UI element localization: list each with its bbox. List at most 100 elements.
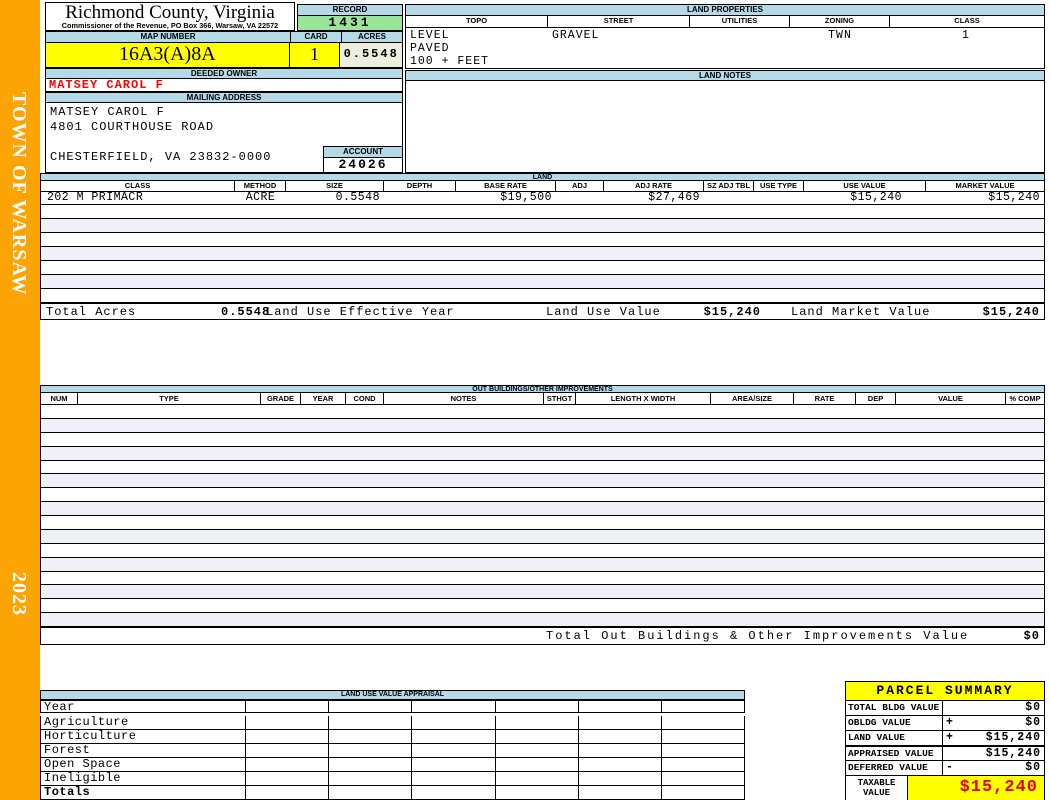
appraisal-empty-cell	[329, 730, 413, 743]
parcel-summary-title: PARCEL SUMMARY	[846, 682, 1044, 701]
appraisal-empty-cell	[496, 786, 579, 799]
empty-row	[41, 613, 1044, 627]
land-use-value: $15,240	[703, 305, 761, 319]
sidebar: TOWN OF WARSAW 2023	[0, 0, 40, 800]
empty-row	[41, 460, 1044, 475]
appraisal-empty-cell	[329, 758, 413, 771]
appraisal-empty-cell	[412, 716, 496, 729]
ob-col-dep: DEP	[856, 393, 896, 404]
appraisal-empty-cell	[412, 730, 496, 743]
map-number-header: MAP NUMBER	[46, 32, 291, 42]
ob-col-type: TYPE	[78, 393, 261, 404]
appraisal-empty-cell	[412, 744, 496, 757]
appraisal-empty-cell	[496, 701, 579, 712]
land-col-use-type: USE TYPE	[754, 181, 804, 191]
land-col-depth: DEPTH	[384, 181, 456, 191]
county-title: Richmond County, Virginia	[65, 2, 275, 23]
appraisal-empty-cell	[329, 744, 413, 757]
appraisal-empty-cell	[412, 758, 496, 771]
empty-row	[41, 529, 1044, 544]
land-cell-use-type	[754, 192, 804, 204]
topo-value-3: 100 + FEET	[410, 55, 490, 68]
land-column-headers: CLASS METHOD SIZE DEPTH BASE RATE ADJ ADJ RATE…	[40, 181, 1045, 192]
parcel-summary-row-appraised-value: APPRAISED VALUE $15,240	[846, 746, 1044, 761]
appraisal-empty-cell	[496, 772, 579, 785]
parcel-summary-row-total-bldg-value: TOTAL BLDG VALUE $0	[846, 701, 1044, 716]
ob-col-num: NUM	[41, 393, 78, 404]
empty-row	[41, 418, 1044, 433]
parcel-summary-value-cell: + $15,240	[943, 731, 1044, 745]
land-cell-market-value: $15,240	[988, 192, 1040, 204]
parcel-summary-row-obldg-value: OBLDG VALUE + $0	[846, 716, 1044, 731]
appraisal-empty-cell	[662, 744, 744, 757]
appraisal-row-open-space: Open Space	[40, 758, 745, 772]
empty-row	[41, 585, 1044, 600]
empty-row	[41, 488, 1044, 503]
parcel-summary-value-cell: + $0	[943, 716, 1044, 730]
empty-row	[41, 205, 1044, 219]
empty-row	[41, 599, 1044, 614]
land-col-adj-rate: ADJ RATE	[604, 181, 704, 191]
ob-col-cond: COND	[346, 393, 384, 404]
col-zoning: ZONING	[790, 16, 890, 27]
appraisal-empty-cell	[496, 730, 579, 743]
land-empty-rows	[40, 205, 1045, 303]
ob-col-grade: GRADE	[261, 393, 301, 404]
appraisal-row-year: Year	[40, 700, 745, 713]
appraisal-empty-cell	[579, 772, 662, 785]
mailing-address-box: MATSEY CAROL F 4801 COURTHOUSE ROAD CHES…	[45, 103, 403, 173]
appraisal-row-label: Agriculture	[41, 716, 246, 729]
appraisal-empty-cell	[246, 730, 330, 743]
appraisal-empty-cell	[412, 786, 496, 799]
appraisal-empty-cell	[246, 744, 330, 757]
land-col-base-rate: BASE RATE	[456, 181, 556, 191]
out-buildings-column-headers: NUM TYPE GRADE YEAR COND NOTES STHGT LENGTH X W…	[40, 393, 1045, 405]
parcel-summary-value-cell: $15,240	[943, 747, 1044, 760]
land-properties-header: LAND PROPERTIES	[405, 4, 1045, 16]
land-data-row: 202 M PRIMACR ACRE 0.5548 $19,500 $27,469 $15…	[40, 192, 1045, 205]
parcel-summary-box: PARCEL SUMMARY TOTAL BLDG VALUE $0 OBLDG V…	[845, 681, 1045, 800]
account-header: ACCOUNT	[323, 146, 403, 158]
appraisal-empty-cell	[329, 701, 413, 712]
empty-row	[41, 516, 1044, 530]
parcel-summary-label: LAND VALUE	[846, 731, 943, 745]
land-col-sz-adj-tbl: SZ ADJ TBL	[704, 181, 754, 191]
parcel-id-column-headers: MAP NUMBER CARD ACRES	[45, 31, 403, 43]
appraisal-empty-cell	[496, 758, 579, 771]
appraisal-row-label: Totals	[41, 786, 246, 799]
land-use-value-label: Land Use Value	[546, 305, 661, 319]
appraisal-empty-cell	[579, 730, 662, 743]
appraisal-empty-cell	[579, 744, 662, 757]
empty-row	[41, 474, 1044, 489]
map-number-value: 16A3(A)8A	[46, 43, 290, 67]
appraisal-row-label: Year	[41, 701, 246, 713]
land-col-adj: ADJ	[556, 181, 604, 191]
appraisal-empty-cell	[579, 716, 662, 729]
account-value: 24026	[323, 158, 403, 173]
parcel-summary-label: TOTAL BLDG VALUE	[846, 701, 943, 715]
out-buildings-totals-row: Total Out Buildings & Other Improvements…	[40, 627, 1045, 645]
col-class: CLASS	[954, 16, 980, 25]
empty-row	[41, 289, 1044, 303]
appraisal-row-agriculture: Agriculture	[40, 716, 745, 730]
appraisal-empty-cell	[246, 786, 330, 799]
mailing-address-line3: CHESTERFIELD, VA 23832-0000	[50, 150, 272, 164]
parcel-summary-rows: TOTAL BLDG VALUE $0 OBLDG VALUE + $0 LAND VAL…	[846, 701, 1044, 776]
appraisal-empty-cell	[662, 716, 744, 729]
appraisal-row-horticulture: Horticulture	[40, 730, 745, 744]
empty-row	[41, 432, 1044, 447]
appraisal-empty-cell	[246, 701, 330, 712]
acres-value: 0.5548	[340, 43, 402, 67]
land-cell-sz-adj-tbl	[704, 192, 754, 204]
topo-value-2: PAVED	[410, 42, 450, 55]
ob-col-notes: NOTES	[384, 393, 544, 404]
col-street: STREET	[548, 16, 690, 27]
appraisal-row-label: Open Space	[41, 758, 246, 771]
land-cell-method: ACRE	[245, 192, 276, 204]
land-cell-adj	[556, 192, 604, 204]
empty-row	[41, 233, 1044, 247]
land-properties-values: LEVEL PAVED 100 + FEET GRAVEL TWN 1	[405, 28, 1045, 69]
taxable-value-row: TAXABLE VALUE $15,240	[846, 776, 1044, 800]
land-col-class: CLASS	[41, 181, 235, 191]
